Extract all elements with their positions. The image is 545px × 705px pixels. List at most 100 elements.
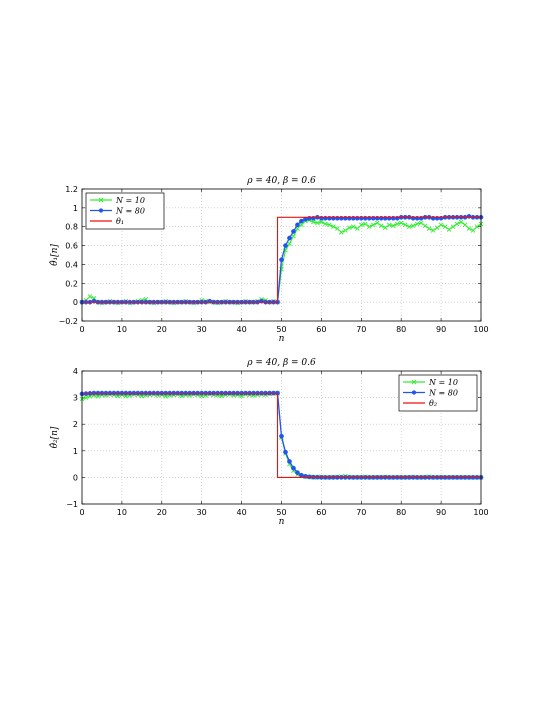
- data-point: [410, 223, 416, 229]
- legend-swatch-marker: [411, 390, 417, 395]
- y-tick-label: −0.2: [59, 317, 78, 326]
- series-3: [82, 393, 481, 478]
- data-point: [430, 228, 436, 233]
- data-point: [91, 390, 97, 396]
- data-point: [255, 390, 260, 396]
- y-tick-label: 0: [73, 473, 78, 482]
- data-point: [135, 390, 141, 396]
- data-point: [111, 390, 117, 396]
- y-axis-label: θ̂₂[n]: [49, 426, 60, 448]
- data-point: [354, 226, 360, 231]
- data-point: [374, 220, 380, 226]
- x-tick-label: 20: [157, 508, 167, 517]
- data-point: [211, 390, 217, 396]
- data-point: [291, 229, 296, 234]
- x-tick-label: 100: [473, 508, 488, 517]
- data-point: [231, 390, 236, 396]
- data-point: [283, 449, 288, 455]
- data-point: [454, 221, 460, 227]
- chart-title: ρ = 40, β = 0.6: [246, 358, 316, 368]
- data-point: [127, 390, 133, 396]
- data-point: [347, 225, 352, 230]
- data-point: [458, 219, 464, 225]
- y-tick-label: 0.6: [65, 242, 78, 251]
- data-point: [311, 219, 316, 225]
- data-point: [362, 221, 368, 227]
- data-point: [335, 226, 340, 231]
- x-tick-label: 100: [473, 325, 488, 334]
- data-point: [131, 390, 137, 396]
- y-tick-label: 0.8: [65, 223, 78, 232]
- data-point: [267, 390, 272, 396]
- legend-swatch-marker: [98, 208, 104, 213]
- data-point: [366, 224, 372, 230]
- data-point: [239, 390, 244, 396]
- data-point: [398, 220, 404, 226]
- x-tick-label: 50: [276, 325, 286, 334]
- data-point: [283, 243, 288, 248]
- data-point: [442, 224, 448, 230]
- data-point: [279, 257, 284, 263]
- data-point: [414, 221, 420, 227]
- data-point: [263, 390, 268, 396]
- x-tick-label: 40: [237, 508, 247, 517]
- axes-frame: [81, 370, 482, 505]
- data-point: [418, 220, 424, 226]
- x-tick-label: 20: [157, 325, 167, 334]
- data-point: [107, 390, 113, 396]
- data-point: [299, 472, 304, 478]
- data-point: [235, 390, 240, 396]
- data-point: [115, 390, 121, 396]
- legend-swatch-marker: [411, 379, 417, 385]
- data-point: [474, 224, 480, 230]
- data-point: [287, 459, 292, 464]
- data-point: [243, 390, 248, 396]
- x-tick-label: 0: [79, 325, 84, 334]
- series-line: [82, 393, 481, 478]
- y-tick-label: 3: [73, 394, 78, 403]
- data-point: [339, 230, 344, 235]
- x-tick-label: 10: [117, 508, 127, 517]
- data-point: [422, 223, 428, 229]
- y-tick-label: 4: [73, 367, 78, 376]
- data-point: [187, 390, 193, 396]
- data-point: [247, 390, 252, 396]
- data-point: [319, 219, 324, 225]
- series-line: [82, 216, 481, 303]
- legend-label: N = 80: [115, 207, 145, 216]
- y-tick-label: 2: [73, 420, 78, 429]
- data-point: [287, 235, 292, 241]
- data-point: [199, 390, 205, 396]
- chart-1: 0 10 20 30 40 50 60 70 80 90 100−0.200.20.40.60.81…: [49, 176, 489, 344]
- legend-label: θ₁: [116, 217, 124, 226]
- data-point: [462, 222, 468, 228]
- y-tick-label: 0.4: [65, 260, 78, 269]
- data-point: [331, 224, 336, 230]
- data-point: [119, 390, 125, 396]
- data-point: [251, 390, 256, 396]
- data-point: [343, 228, 348, 233]
- data-point: [315, 220, 320, 226]
- data-point: [450, 224, 456, 230]
- y-tick-label: 1: [73, 447, 78, 456]
- data-point: [215, 390, 221, 396]
- data-point: [207, 390, 213, 396]
- data-point: [203, 390, 209, 396]
- data-point: [466, 226, 472, 231]
- data-point: [171, 390, 177, 396]
- data-point: [295, 470, 300, 475]
- data-point: [406, 224, 412, 230]
- x-tick-label: 0: [79, 508, 84, 517]
- data-point: [223, 390, 228, 396]
- x-tick-label: 60: [316, 325, 326, 334]
- legend-label: N = 80: [428, 389, 458, 398]
- data-point: [295, 222, 300, 228]
- data-point: [394, 221, 400, 227]
- x-tick-label: 30: [197, 508, 207, 517]
- data-point: [382, 225, 388, 230]
- data-point: [175, 390, 181, 396]
- data-point: [143, 390, 149, 396]
